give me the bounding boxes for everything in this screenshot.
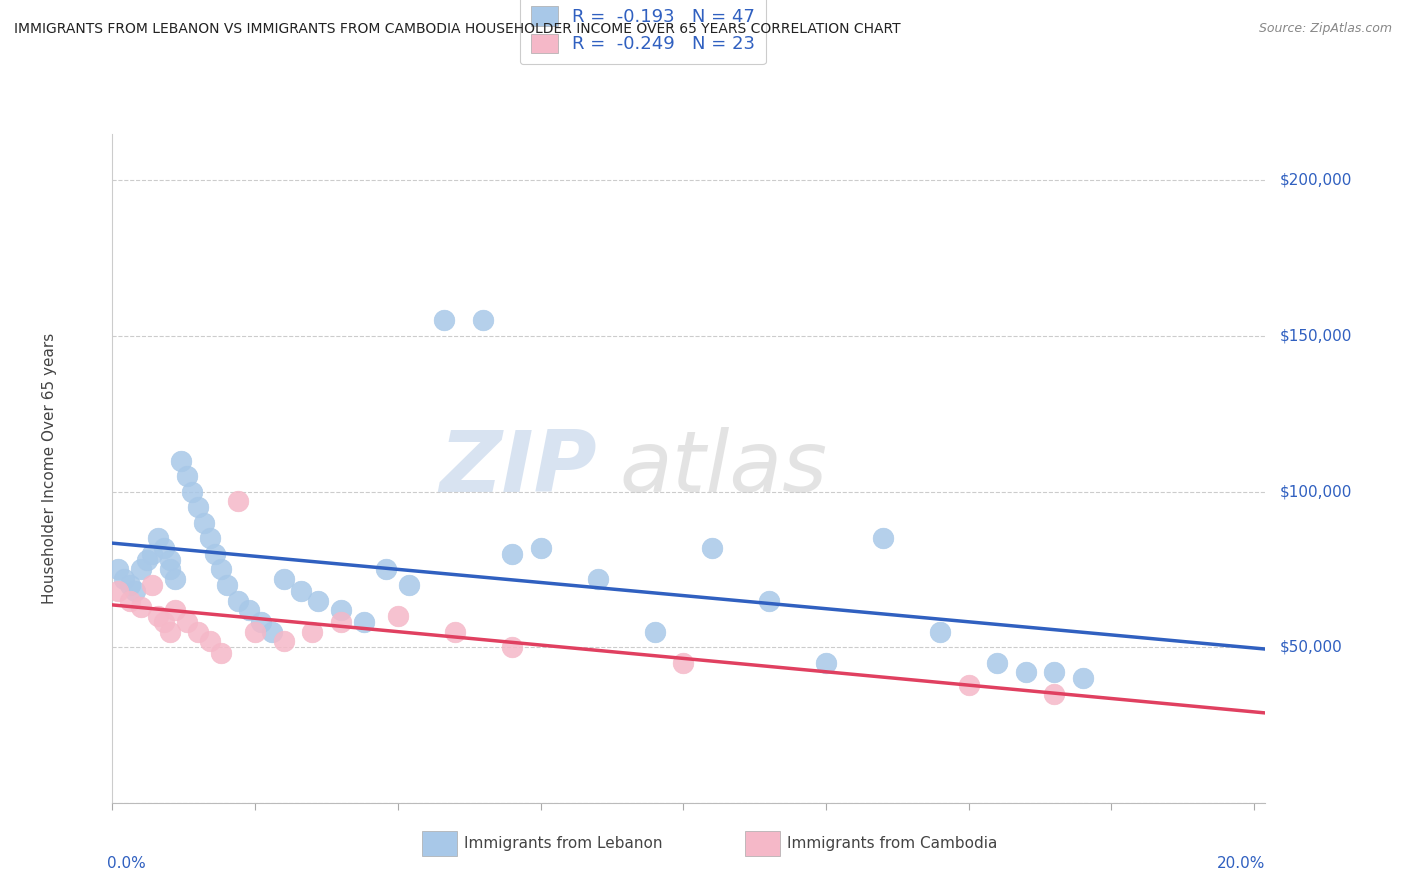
Point [586, 572, 609, 586]
Point [432, 313, 454, 327]
Point [758, 593, 780, 607]
Point [187, 624, 209, 639]
Point [204, 547, 226, 561]
Point [700, 541, 723, 555]
Text: $100,000: $100,000 [1279, 484, 1351, 500]
Point [176, 615, 198, 630]
Text: $50,000: $50,000 [1279, 640, 1343, 655]
Point [129, 562, 152, 576]
Point [644, 624, 666, 639]
Point [262, 624, 284, 639]
Point [215, 578, 238, 592]
Point [398, 578, 420, 592]
Point [226, 494, 249, 508]
Point [159, 562, 181, 576]
Point [375, 562, 398, 576]
Point [146, 609, 169, 624]
Text: 0.0%: 0.0% [107, 856, 145, 871]
Point [226, 593, 249, 607]
Point [872, 531, 894, 545]
Text: ZIP: ZIP [439, 426, 596, 510]
Legend: R =  -0.193   N = 47, R =  -0.249   N = 23: R = -0.193 N = 47, R = -0.249 N = 23 [520, 0, 766, 64]
Point [141, 578, 163, 592]
Point [209, 562, 232, 576]
Point [353, 615, 375, 630]
Text: IMMIGRANTS FROM LEBANON VS IMMIGRANTS FROM CAMBODIA HOUSEHOLDER INCOME OVER 65 Y: IMMIGRANTS FROM LEBANON VS IMMIGRANTS FR… [14, 22, 901, 37]
Point [209, 647, 232, 661]
Point [1043, 665, 1066, 679]
Point [329, 615, 352, 630]
Text: atlas: atlas [620, 426, 828, 510]
Point [153, 541, 176, 555]
Point [118, 593, 141, 607]
Point [153, 615, 176, 630]
Point [135, 553, 157, 567]
Point [141, 547, 163, 561]
Point [107, 562, 129, 576]
Point [107, 584, 129, 599]
Point [672, 656, 695, 670]
Point [529, 541, 551, 555]
Point [165, 572, 187, 586]
Point [165, 603, 187, 617]
Point [159, 624, 181, 639]
Point [159, 553, 181, 567]
Point [1015, 665, 1038, 679]
Point [957, 677, 980, 691]
Point [243, 624, 266, 639]
Point [181, 484, 204, 499]
Point [472, 313, 495, 327]
Text: $150,000: $150,000 [1279, 328, 1351, 343]
Point [124, 584, 146, 599]
Point [307, 593, 329, 607]
Point [929, 624, 952, 639]
Point [198, 531, 221, 545]
Point [112, 572, 135, 586]
Point [501, 640, 523, 655]
Text: 20.0%: 20.0% [1218, 856, 1265, 871]
Point [187, 500, 209, 515]
Point [986, 656, 1008, 670]
Point [501, 547, 523, 561]
Point [198, 634, 221, 648]
Text: Householder Income Over 65 years: Householder Income Over 65 years [42, 333, 56, 604]
Point [250, 615, 273, 630]
Point [129, 599, 152, 614]
Point [387, 609, 409, 624]
Point [301, 624, 323, 639]
Point [1043, 687, 1066, 701]
Point [118, 578, 141, 592]
Text: Source: ZipAtlas.com: Source: ZipAtlas.com [1258, 22, 1392, 36]
Point [193, 516, 215, 530]
Point [290, 584, 312, 599]
Point [329, 603, 352, 617]
Point [273, 572, 295, 586]
Point [146, 531, 169, 545]
Point [444, 624, 467, 639]
Text: Immigrants from Cambodia: Immigrants from Cambodia [787, 837, 998, 851]
Point [176, 469, 198, 483]
Point [170, 453, 193, 467]
Point [814, 656, 837, 670]
Point [273, 634, 295, 648]
Text: Immigrants from Lebanon: Immigrants from Lebanon [464, 837, 662, 851]
Text: $200,000: $200,000 [1279, 173, 1351, 188]
Point [238, 603, 260, 617]
Point [1071, 671, 1094, 685]
